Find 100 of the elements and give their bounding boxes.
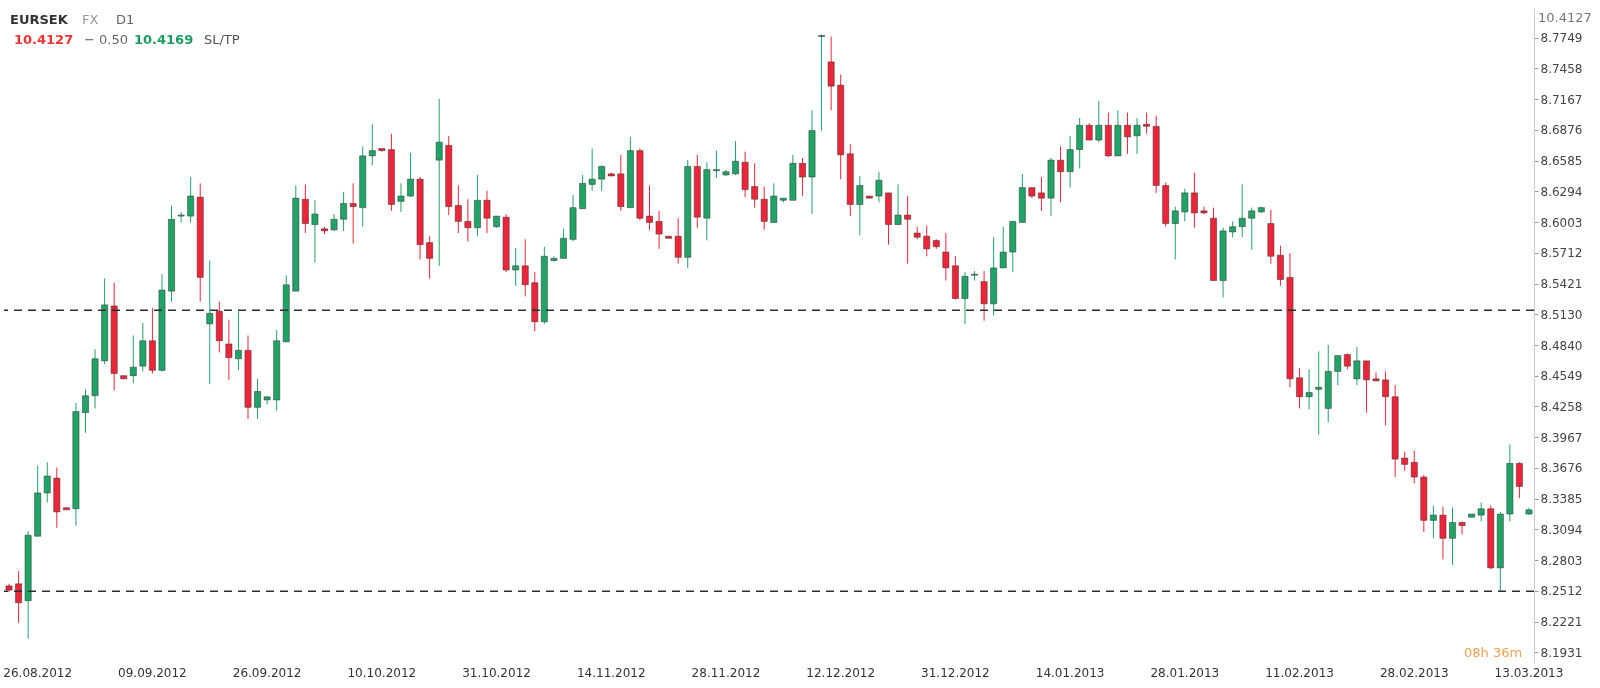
y-tick-label: 8.4840 <box>1540 338 1583 353</box>
x-tick-label: 28.01.2013 <box>1150 665 1220 680</box>
candlestick <box>1248 207 1256 251</box>
y-tick-label: 8.6876 <box>1540 123 1583 138</box>
y-tick-label: 8.1931 <box>1540 645 1583 660</box>
x-tick-label: 11.02.2013 <box>1265 665 1334 680</box>
candlestick <box>1382 370 1389 426</box>
candlestick <box>349 182 357 245</box>
candlestick <box>426 235 433 279</box>
candlestick <box>646 184 653 231</box>
candlestick <box>904 195 911 265</box>
candlestick <box>713 150 720 179</box>
candlestick <box>751 162 759 209</box>
x-tick-label: 28.11.2012 <box>691 665 761 680</box>
x-tick-label: 13.03.2013 <box>1494 665 1564 680</box>
candlestick <box>368 123 376 166</box>
y-tick-label: 8.6294 <box>1540 184 1583 199</box>
x-tick-label: 26.09.2012 <box>232 665 302 680</box>
y-tick-label: 8.6585 <box>1540 154 1583 169</box>
candlestick <box>82 388 89 434</box>
text: 10.4127 <box>1538 10 1592 25</box>
x-tick-label: 10.10.2012 <box>347 665 417 680</box>
candlestick <box>1191 172 1198 229</box>
y-tick-label: 8.7458 <box>1540 61 1583 76</box>
candlestick <box>1181 188 1189 222</box>
x-tick-label: 26.08.2012 <box>3 665 73 680</box>
x-tick-label: 14.01.2013 <box>1035 665 1105 680</box>
candlestick <box>550 255 558 263</box>
x-tick-label: 28.02.2013 <box>1379 665 1449 680</box>
candlestick <box>435 98 443 267</box>
candlestick <box>1238 183 1246 238</box>
y-tick-label: 8.7167 <box>1540 92 1583 107</box>
annotation: − 0.50 <box>84 32 128 47</box>
candlestick <box>521 238 529 297</box>
annotation: D1 <box>116 12 135 27</box>
candlestick <box>397 182 405 213</box>
annotation: 08h 36m <box>1464 645 1523 660</box>
candlestick <box>1353 346 1361 386</box>
candlestick <box>1124 112 1131 155</box>
candlestick <box>1143 112 1150 135</box>
candlestick <box>598 164 606 192</box>
y-tick-label: 8.7749 <box>1540 31 1583 46</box>
candlestick <box>1334 355 1342 386</box>
candlestick <box>1171 206 1179 260</box>
candlestick <box>483 190 491 234</box>
candlestick <box>875 171 883 203</box>
candlestick <box>674 217 682 265</box>
candlestick <box>225 319 233 381</box>
y-tick-label: 8.4258 <box>1540 399 1583 414</box>
y-tick-label: 8.4549 <box>1540 369 1583 384</box>
candlestick <box>1449 507 1456 566</box>
candlestick <box>454 184 462 234</box>
candlestick <box>1516 461 1523 499</box>
candlestick <box>1315 350 1323 436</box>
candlestick <box>1095 100 1103 143</box>
candlestick <box>1038 176 1045 212</box>
candlestick <box>1410 450 1418 484</box>
candlestick <box>407 152 414 198</box>
annotation: 10.4127 <box>14 32 74 47</box>
candlestick <box>1363 360 1370 414</box>
candlestick <box>1066 135 1074 189</box>
candlestick <box>588 148 596 192</box>
y-tick-label: 8.5130 <box>1540 307 1583 322</box>
candlestick <box>512 247 520 287</box>
x-tick-label: 09.09.2012 <box>118 665 187 680</box>
annotation: FX <box>82 12 99 27</box>
annotation: 10.4169 <box>134 32 194 47</box>
annotation: SL/TP <box>204 32 240 47</box>
candlestick <box>1305 368 1313 410</box>
candlestick <box>942 232 950 282</box>
y-tick-label: 8.3094 <box>1540 522 1583 537</box>
candlestick <box>560 228 567 259</box>
candlestick <box>894 183 902 226</box>
x-tick-label: 31.12.2012 <box>921 665 990 680</box>
candlestick <box>999 226 1007 269</box>
candlestick <box>1401 451 1409 472</box>
y-tick-label: 8.5421 <box>1540 277 1583 292</box>
candlestick <box>1430 505 1437 539</box>
candlestick <box>923 225 931 257</box>
candlestick <box>254 378 261 420</box>
candlestick <box>464 198 472 242</box>
candlestick <box>129 335 137 384</box>
candlestick <box>43 461 51 503</box>
candlestick <box>340 191 347 232</box>
candlestick <box>655 210 663 250</box>
y-tick-label: 8.2803 <box>1540 553 1583 568</box>
candlestick <box>1057 145 1064 203</box>
y-tick-label: 8.2512 <box>1540 584 1583 599</box>
candlestick <box>799 157 806 197</box>
y-tick-label: 8.5712 <box>1540 246 1583 261</box>
candlestick <box>760 186 768 231</box>
y-tick-label: 8.6003 <box>1540 215 1583 230</box>
candlestick <box>1458 520 1466 535</box>
x-tick-label: 14.11.2012 <box>576 665 646 680</box>
candlestick <box>1372 371 1380 382</box>
y-tick-label: 8.3676 <box>1540 461 1583 476</box>
candlestick <box>856 175 864 236</box>
candlestick <box>1477 501 1485 522</box>
candlestick <box>818 33 825 132</box>
candlestick <box>732 140 739 176</box>
